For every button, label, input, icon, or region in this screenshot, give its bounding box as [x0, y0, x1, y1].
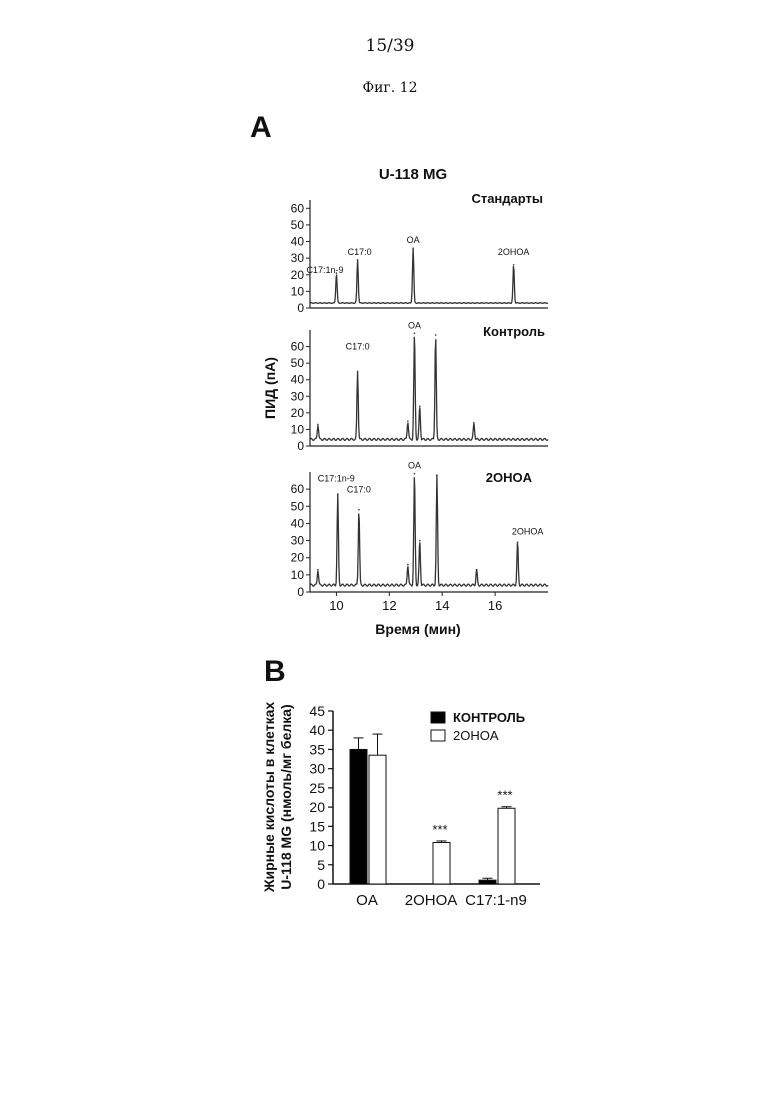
peak-apex — [419, 540, 421, 542]
y-tick-label: 0 — [297, 439, 304, 453]
bar-y-tick-label: 45 — [309, 703, 325, 719]
panel-b-y-axis-label-line2: U-118 MG (нмоль/мг белка) — [278, 704, 294, 889]
peak-label: C17:1n-9 — [306, 265, 343, 275]
peak-apex — [414, 473, 416, 475]
peak-apex — [337, 493, 339, 495]
y-tick-label: 40 — [291, 235, 305, 249]
peak-apex — [358, 509, 360, 511]
y-tick-label: 60 — [291, 482, 305, 496]
peak-apex — [317, 424, 319, 426]
legend-label: 2OHOA — [453, 728, 499, 743]
bar — [350, 749, 367, 884]
y-tick-label: 50 — [291, 218, 305, 232]
peak-apex — [357, 259, 359, 261]
bar-chart: 0 5 10 15 20 25 30 35 40 45 OA 2OHOA *** C17:1-n9 *** К… — [309, 703, 540, 909]
y-tick-label: 40 — [291, 373, 305, 387]
y-tick-label: 30 — [291, 534, 305, 548]
chromatogram-title: 2OHOA — [486, 470, 533, 485]
peak-label: OA — [407, 235, 420, 245]
panel-a-x-axis-label: Время (мин) — [375, 621, 460, 637]
x-tick-label: 12 — [382, 598, 396, 613]
y-tick-label: 50 — [291, 499, 305, 513]
bar-category-label: OA — [356, 892, 378, 909]
peak-apex — [513, 264, 515, 266]
chromatogram-title: Стандарты — [471, 191, 543, 206]
x-tick-label: 16 — [488, 598, 502, 613]
bar-y-tick-label: 15 — [309, 818, 325, 834]
bar — [498, 808, 515, 884]
peak-label: C17:0 — [348, 247, 372, 257]
chromatogram-title: Контроль — [483, 324, 545, 339]
panel-a-title: U-118 MG — [379, 166, 447, 183]
y-tick-label: 20 — [291, 268, 305, 282]
peak-label: OA — [408, 461, 421, 471]
peak-apex — [407, 564, 409, 566]
peak-apex — [317, 569, 319, 571]
y-tick-label: 20 — [291, 406, 305, 420]
y-tick-label: 60 — [291, 201, 305, 215]
chromatogram-trace — [310, 337, 548, 441]
bar-y-tick-label: 35 — [309, 741, 325, 757]
x-tick-label: 10 — [329, 598, 343, 613]
peak-label: 2OHOA — [498, 247, 530, 257]
bar-y-tick-label: 20 — [309, 799, 325, 815]
y-tick-label: 0 — [297, 585, 304, 599]
peak-apex — [435, 334, 437, 336]
bar-category-label: 2OHOA — [405, 892, 458, 909]
significance-marker: *** — [497, 788, 512, 803]
chromatogram-1: 0 10 20 30 40 50 60 C17:1n-9 C17:0 OA 2OHOA Стандар… — [291, 191, 548, 315]
bar-y-tick-label: 25 — [309, 780, 325, 796]
legend-label: КОНТРОЛЬ — [453, 710, 525, 725]
peak-apex — [517, 541, 519, 543]
panel-b-letter: B — [264, 655, 286, 688]
y-tick-label: 50 — [291, 356, 305, 370]
peak-label: C17:0 — [347, 485, 371, 495]
y-tick-label: 10 — [291, 284, 305, 298]
panel-a-letter: A — [250, 111, 272, 144]
panel-a-y-axis-label: ПИД (пА) — [262, 357, 278, 419]
bar-y-tick-label: 30 — [309, 761, 325, 777]
peak-apex — [476, 569, 478, 571]
peak-label: C17:1n-9 — [318, 473, 355, 483]
bar-y-tick-label: 0 — [317, 876, 325, 892]
y-tick-label: 20 — [291, 551, 305, 565]
peak-apex — [414, 333, 416, 335]
bar-y-tick-label: 5 — [317, 857, 325, 873]
bar-y-tick-label: 40 — [309, 722, 325, 738]
y-tick-label: 30 — [291, 251, 305, 265]
peak-label: C17:0 — [346, 341, 370, 351]
peak-apex — [407, 420, 409, 422]
peak-apex — [419, 405, 421, 407]
peak-apex — [357, 371, 359, 373]
y-tick-label: 10 — [291, 568, 305, 582]
peak-label: 2OHOA — [512, 526, 544, 536]
legend-swatch — [431, 712, 445, 723]
peak-label: OA — [408, 320, 421, 330]
x-tick-label: 14 — [435, 598, 449, 613]
bar — [369, 755, 386, 884]
bar — [479, 880, 496, 884]
peak-apex — [436, 475, 438, 477]
legend-swatch — [431, 730, 445, 741]
bar — [433, 842, 450, 884]
chromatogram-3: 0 10 20 30 40 50 60 OA C17:1n-9 C17:0 2OHOA 2OHOA 10… — [291, 461, 548, 613]
panel-b-y-axis-label-line1: Жирные кислоты в клетках — [261, 702, 277, 894]
y-tick-label: 0 — [297, 301, 304, 315]
significance-marker: *** — [432, 822, 447, 837]
chromatogram-panels: 0 10 20 30 40 50 60 C17:1n-9 C17:0 OA 2OHOA Стандар… — [291, 191, 548, 613]
bar-y-tick-label: 10 — [309, 838, 325, 854]
y-tick-label: 60 — [291, 340, 305, 354]
y-tick-label: 10 — [291, 422, 305, 436]
y-tick-label: 40 — [291, 516, 305, 530]
peak-apex — [473, 422, 475, 424]
peak-apex — [412, 247, 414, 249]
chromatogram-2: 0 10 20 30 40 50 60 OA C17:0 Контроль — [291, 320, 548, 453]
y-tick-label: 30 — [291, 389, 305, 403]
bar-category-label: C17:1-n9 — [465, 892, 527, 909]
